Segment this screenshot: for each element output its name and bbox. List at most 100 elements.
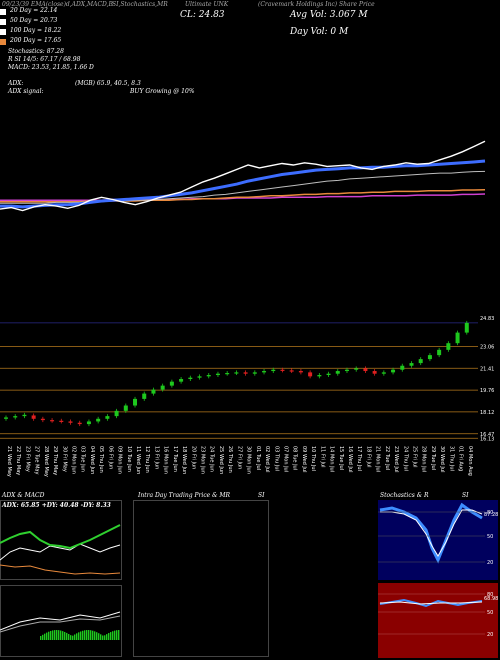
adx-macd-title: ADX & MACD: [2, 492, 45, 499]
candle-body: [105, 416, 110, 419]
candle-body: [160, 385, 165, 390]
candle-body: [169, 381, 174, 386]
rsi-right-value: 68.98: [484, 596, 498, 602]
candle-body: [344, 369, 349, 372]
ema-line-100-day: [0, 189, 486, 203]
price-tick-label: 16.47: [480, 432, 494, 438]
macd-histogram-bar: [56, 630, 58, 640]
stoch-title-suffix: SI: [462, 492, 469, 499]
macd-histogram-bar: [88, 630, 90, 640]
price-tick-label: 18.12: [480, 410, 494, 416]
date-tick-label: 01 Tue Jul: [255, 446, 261, 470]
candle-body: [298, 371, 303, 373]
ema20-swatch: [0, 9, 6, 15]
macd-histogram-bar: [86, 630, 88, 640]
macd-histogram-bar: [82, 630, 84, 640]
avg-volume: Avg Vol: 3.067 M: [290, 10, 368, 20]
macd-histogram-bar: [96, 632, 98, 640]
close-price: CL: 24.83: [180, 10, 225, 20]
date-tick-label: 17 Thu Jul: [356, 446, 362, 471]
adx-panel: [0, 500, 122, 580]
macd-readout: MACD: 23.53, 21.85, 1.66 D: [8, 64, 94, 71]
macd-signal-line: [0, 615, 121, 633]
stochastic-d-line: [380, 509, 483, 557]
date-tick-label: 21 Mon Jul: [375, 446, 381, 472]
price-tick-label: 16.13: [480, 436, 494, 442]
stoch-title: Stochastics & R: [380, 492, 429, 499]
date-tick-label: 04 Mon Aug: [467, 446, 473, 476]
candle-body: [326, 373, 331, 376]
macd-histogram-bar: [118, 630, 120, 640]
date-tick-label: 09 Wed Jul: [301, 446, 307, 472]
candle-body: [289, 370, 294, 372]
candle-body: [4, 417, 8, 419]
macd-histogram-bar: [116, 630, 118, 640]
macd-histogram-bar: [94, 631, 96, 640]
candle-body: [372, 371, 377, 374]
macd-histogram-bar: [68, 633, 70, 640]
stochastic-k-line: [379, 502, 483, 564]
date-tick-label: 09 Mon Jun: [117, 446, 123, 474]
intraday-panel: [133, 500, 269, 657]
stoch-right-value: 87.28: [484, 512, 498, 518]
header-line1-mid: SI,Stochastics,MR: [112, 1, 168, 8]
candle-body: [40, 418, 45, 421]
macd-histogram-bar: [66, 632, 68, 640]
macd-histogram-bar: [98, 633, 100, 640]
date-tick-label: 15 Tue Jul: [338, 446, 344, 470]
macd-histogram-bar: [52, 630, 54, 640]
candle-body: [114, 410, 119, 417]
intraday-title-suffix: SI: [258, 492, 265, 499]
date-tick-label: 29 Tue Jul: [430, 446, 436, 470]
candle-body: [50, 420, 55, 422]
macd-panel: [0, 585, 122, 657]
date-tick-label: 02 Mon Jun: [71, 446, 77, 474]
date-tick-label: 11 Wed Jun: [135, 446, 141, 474]
date-tick-label: 18 Wed Jun: [181, 446, 187, 474]
candle-body: [206, 375, 211, 377]
rsi-panel: [378, 583, 498, 658]
intraday-title: Intra Day Trading Price & MR: [138, 492, 231, 499]
candle-body: [13, 416, 18, 418]
macd-histogram-bar: [102, 635, 104, 640]
date-tick-label: 22 Tue Jul: [384, 446, 390, 470]
macd-histogram-bar: [44, 633, 46, 640]
macd-histogram-bar: [50, 630, 52, 640]
date-tick-label: 30 Wed Jul: [439, 446, 445, 472]
stoch-tick-label: 80: [487, 510, 493, 516]
header-line1-left: 09/23/39 EMA(close)d,ADX,MACD,B: [2, 1, 113, 8]
candle-body: [455, 332, 460, 344]
ema-line-20-day: [0, 159, 486, 209]
candle-body: [427, 355, 432, 360]
date-tick-label: 24 Tue Jun: [209, 446, 215, 472]
macd-histogram-bar: [64, 631, 66, 640]
stochastics-readout: Stochastics: 87.28: [8, 48, 64, 55]
candle-body: [464, 322, 469, 333]
candle-body: [96, 418, 101, 422]
macd-histogram-bar: [90, 630, 92, 640]
ema-line-price: [0, 140, 486, 212]
macd-histogram-bar: [78, 632, 80, 640]
candle-body: [418, 359, 423, 364]
macd-line: [0, 611, 121, 631]
plus-di-line: [0, 524, 121, 550]
date-tick-label: 12 Thu Jun: [144, 446, 150, 473]
candle-body: [317, 375, 322, 377]
candle-body: [123, 405, 128, 411]
candle-body: [437, 349, 442, 356]
adx-signal-label: ADX signal:: [8, 88, 44, 95]
macd-histogram-bar: [92, 630, 94, 640]
minus-di-line: [0, 564, 121, 575]
macd-histogram-bar: [104, 635, 106, 640]
candle-body: [179, 379, 184, 382]
stoch-tick-label: 20: [487, 560, 493, 566]
candle-body: [68, 421, 73, 423]
date-tick-label: 23 Wed Jul: [393, 446, 399, 472]
macd-histogram-bar: [72, 635, 74, 640]
candle-body: [188, 377, 193, 379]
candle-body: [271, 369, 276, 372]
date-tick-label: 13 Fri Jun: [153, 446, 159, 469]
candle-body: [400, 365, 405, 370]
date-tick-label: 26 Thu Jun: [227, 446, 233, 473]
